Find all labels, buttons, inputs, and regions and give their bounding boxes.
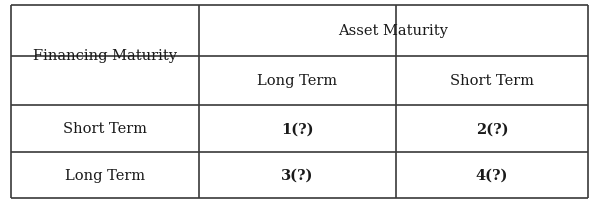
Text: Financing Maturity: Financing Maturity bbox=[33, 49, 177, 62]
Text: Asset Maturity: Asset Maturity bbox=[338, 24, 448, 38]
Text: Long Term: Long Term bbox=[257, 74, 337, 88]
Text: 2(?): 2(?) bbox=[476, 122, 508, 136]
Text: Long Term: Long Term bbox=[64, 168, 145, 182]
Text: 3(?): 3(?) bbox=[281, 168, 313, 182]
Text: Short Term: Short Term bbox=[450, 74, 534, 88]
Text: 4(?): 4(?) bbox=[476, 168, 508, 182]
Text: 1(?): 1(?) bbox=[281, 122, 313, 136]
Text: Short Term: Short Term bbox=[63, 122, 147, 136]
